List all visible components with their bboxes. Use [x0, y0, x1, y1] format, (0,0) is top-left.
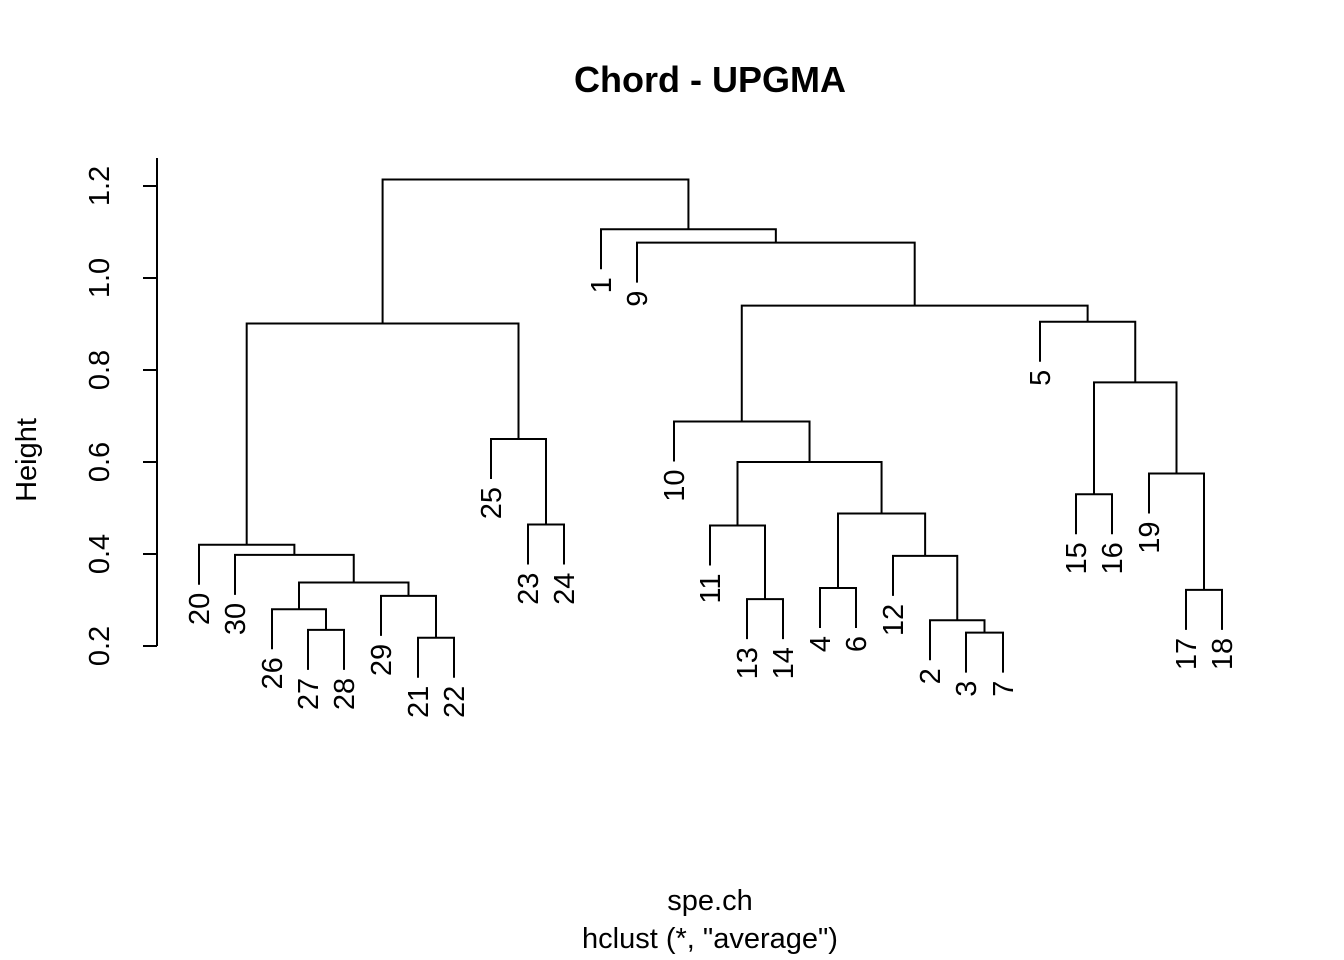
merge-link	[417, 636, 455, 678]
merge-link	[600, 228, 777, 270]
y-tick-label: 0.6	[84, 442, 116, 482]
leaf-label: 21	[403, 686, 435, 718]
leaf-label: 11	[695, 573, 727, 603]
chart-title: Chord - UPGMA	[574, 59, 846, 100]
leaf-label: 2	[915, 668, 947, 684]
merge-link	[929, 619, 986, 661]
leaf-label: 28	[329, 678, 361, 710]
dendrogram-tree	[198, 178, 1223, 678]
leaf-label: 29	[366, 644, 398, 676]
leaf-label: 13	[732, 647, 764, 679]
y-tick-label: 1.0	[84, 258, 116, 298]
leaf-label: 12	[878, 604, 910, 636]
leaf-label: 24	[549, 573, 581, 605]
y-tick-label: 0.2	[84, 626, 116, 666]
leaf-label: 23	[513, 573, 545, 605]
leaf-label: 16	[1097, 542, 1129, 574]
leaf-label: 22	[439, 686, 471, 718]
leaf-label: 3	[951, 681, 983, 697]
leaf-label: 10	[659, 470, 691, 502]
merge-link	[837, 512, 927, 589]
merge-link	[673, 420, 811, 462]
leaf-label: 4	[805, 636, 837, 652]
leaf-label: 9	[622, 291, 654, 307]
merge-link	[1093, 381, 1178, 495]
merge-link	[636, 241, 916, 306]
leaf-label: 26	[257, 657, 289, 689]
leaf-label: 14	[768, 647, 800, 679]
leaf-label: 19	[1134, 522, 1166, 554]
leaf-label: 17	[1171, 638, 1203, 670]
merge-link	[527, 523, 565, 565]
merge-link	[1075, 493, 1113, 535]
leaf-label: 5	[1025, 370, 1057, 386]
y-axis-label: Height	[11, 418, 43, 502]
merge-link	[307, 628, 345, 670]
merge-link	[380, 594, 437, 638]
merge-link	[1185, 588, 1223, 630]
leaf-label: 6	[841, 636, 873, 652]
merge-link	[198, 543, 296, 585]
y-tick-label: 1.2	[84, 166, 116, 206]
leaf-label: 18	[1207, 638, 1239, 670]
x-axis-label: spe.ch	[667, 885, 752, 917]
merge-link	[819, 587, 857, 629]
y-tick-label: 0.4	[84, 534, 116, 574]
chart-subtitle: hclust (*, "average")	[582, 923, 838, 955]
leaf-label: 7	[988, 681, 1020, 697]
leaf-label: 20	[184, 593, 216, 625]
leaf-label: 1	[586, 277, 618, 293]
merge-link	[740, 304, 1089, 422]
merge-link	[965, 631, 1004, 673]
merge-link	[746, 598, 784, 640]
leaf-label: 25	[476, 487, 508, 519]
leaf-label: 15	[1061, 542, 1093, 574]
leaf-label: 30	[220, 603, 252, 635]
y-tick-label: 0.8	[84, 350, 116, 390]
leaf-label: 27	[293, 678, 325, 710]
y-axis: 0.2 0.4 0.6 0.8 1.0 1.2	[84, 158, 158, 666]
merge-link	[736, 461, 883, 526]
merge-link	[234, 553, 355, 595]
merge-link	[381, 178, 690, 324]
